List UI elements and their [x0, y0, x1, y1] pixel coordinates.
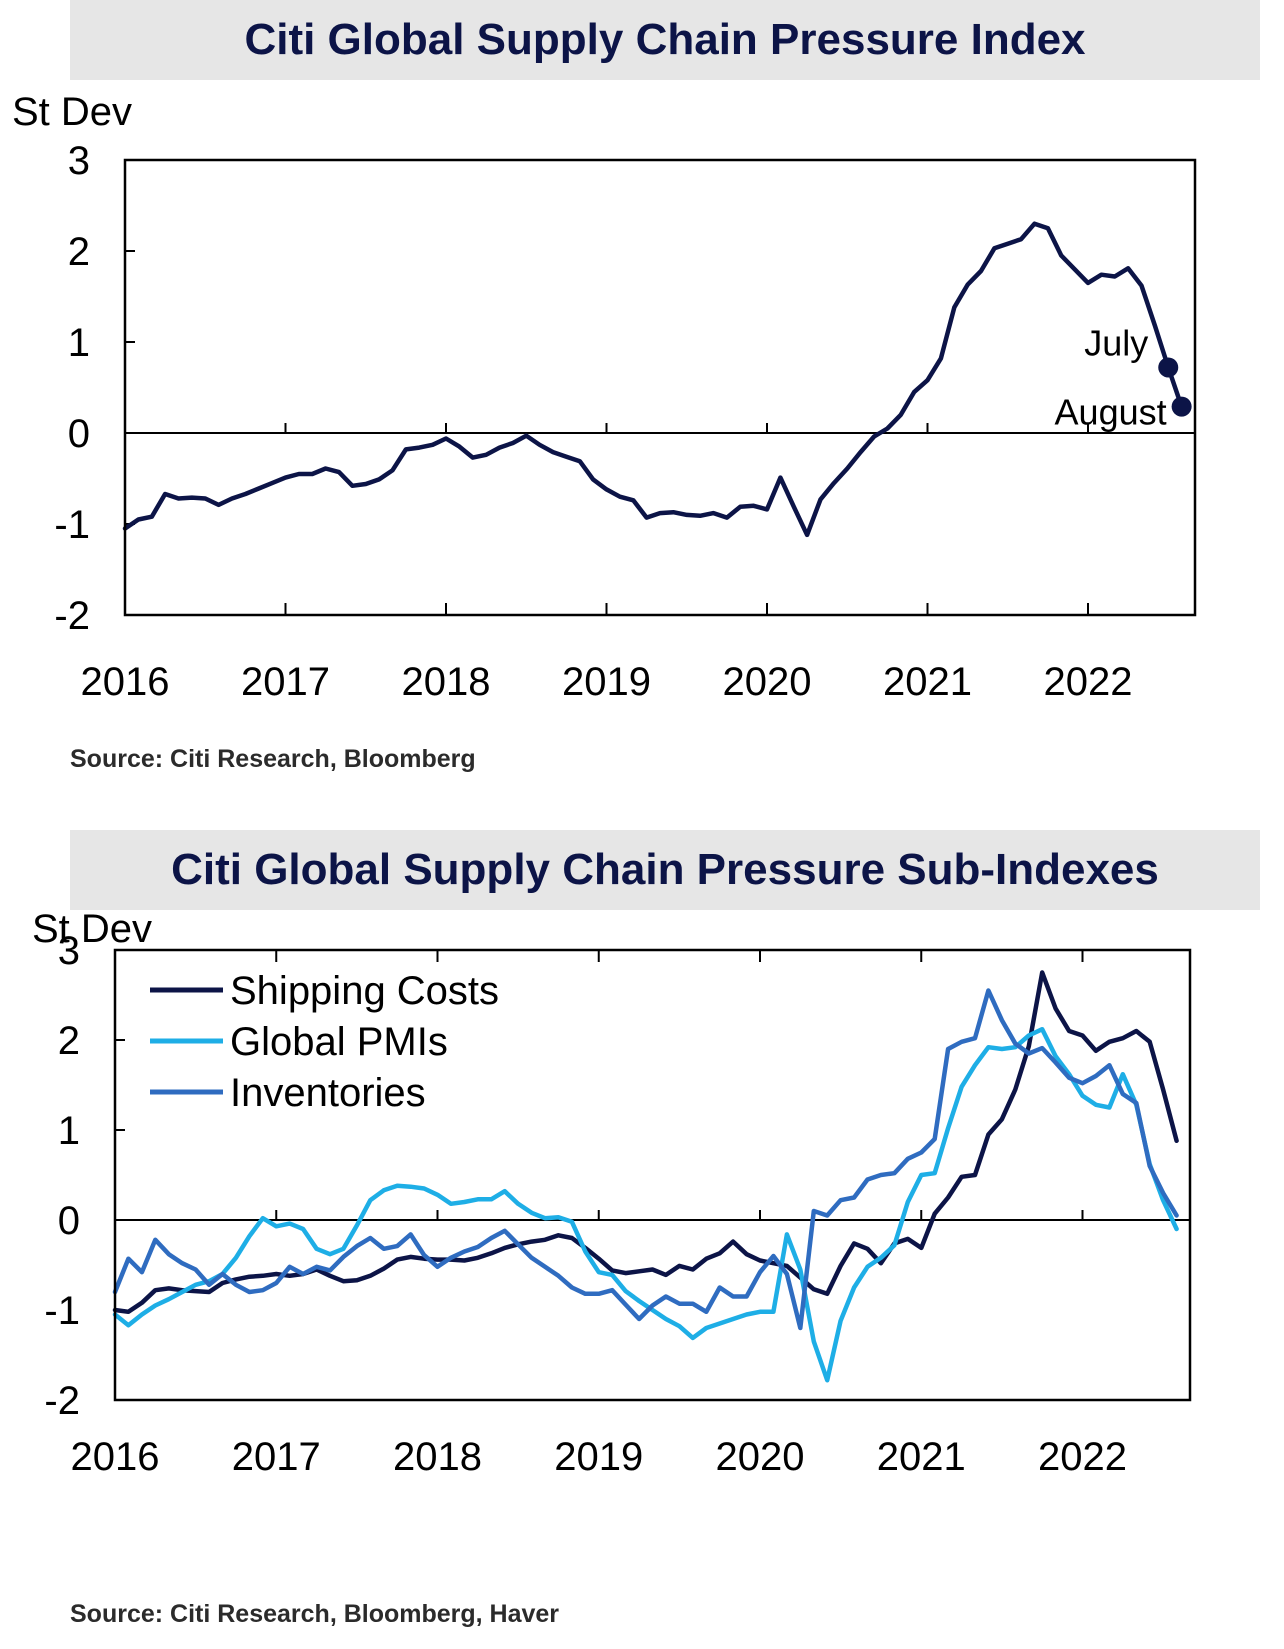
x-tick-label: 2016	[81, 660, 170, 704]
chart-title-bar: Citi Global Supply Chain Pressure Index	[70, 0, 1260, 80]
legend-label: Shipping Costs	[230, 969, 499, 1013]
series-line-inventories	[112, 988, 1179, 1331]
x-tick-label: 2018	[402, 660, 491, 704]
y-tick-label: -1	[44, 1289, 80, 1333]
chart-title: Citi Global Supply Chain Pressure Index	[244, 15, 1086, 64]
series-line-global-pmis	[112, 1026, 1179, 1383]
x-tick-label: 2021	[883, 660, 972, 704]
chart-title-bar: Citi Global Supply Chain Pressure Sub-In…	[70, 830, 1260, 910]
legend-label: Inventories	[230, 1071, 426, 1115]
y-tick-label: 0	[58, 1199, 80, 1243]
x-tick-label: 2020	[723, 660, 812, 704]
x-tick-label: 2017	[232, 1435, 321, 1479]
annotation-label: July	[1084, 322, 1148, 363]
y-axis-label: St Dev	[12, 90, 132, 134]
x-tick-label: 2021	[877, 1435, 966, 1479]
y-tick-label: -1	[54, 503, 90, 547]
chart-plot: St Dev 3 2 1 0 -1 -2 2016 2017 2018 2019 2020 2021…	[12, 90, 1197, 704]
y-tick-label: 3	[58, 929, 80, 973]
source-note: Source: Citi Research, Bloomberg	[70, 745, 476, 773]
legend: Shipping Costs Global PMIs Inventories	[150, 969, 499, 1115]
x-tick-label: 2022	[1038, 1435, 1127, 1479]
annotation-label: August	[1055, 392, 1167, 433]
plot-frame	[113, 948, 1192, 1402]
data-point-marker	[1158, 357, 1179, 378]
legend-label: Global PMIs	[230, 1020, 448, 1064]
y-tick-label: 2	[58, 1019, 80, 1063]
y-tick-label: 1	[68, 321, 90, 365]
y-tick-label: 2	[68, 230, 90, 274]
plot-frame	[123, 158, 1197, 617]
x-tick-label: 2016	[71, 1435, 160, 1479]
y-tick-label: 1	[58, 1109, 80, 1153]
series-line-shipping-costs	[112, 970, 1179, 1315]
y-tick-label: -2	[44, 1379, 80, 1423]
series-line-supply-chain-pressure-index	[122, 221, 1184, 538]
data-point-marker	[1171, 396, 1192, 417]
chart-plot: St Dev 3 2 1 0 -1 -2 2016 2017 2018 2019 2020 2021…	[32, 907, 1192, 1479]
y-tick-label: -2	[54, 594, 90, 638]
x-tick-label: 2020	[716, 1435, 805, 1479]
x-tick-label: 2017	[241, 660, 330, 704]
x-tick-label: 2019	[554, 1435, 643, 1479]
source-note: Source: Citi Research, Bloomberg, Haver	[70, 1600, 560, 1628]
x-tick-label: 2022	[1044, 660, 1133, 704]
chart-panel-2: Citi Global Supply Chain Pressure Sub-In…	[0, 830, 1284, 1640]
y-axis-label: St Dev	[32, 907, 152, 951]
chart-title: Citi Global Supply Chain Pressure Sub-In…	[171, 845, 1159, 894]
x-tick-label: 2019	[562, 660, 651, 704]
x-tick-label: 2018	[393, 1435, 482, 1479]
y-tick-label: 3	[68, 139, 90, 183]
chart-panel-1: Citi Global Supply Chain Pressure Index …	[0, 0, 1284, 800]
y-tick-label: 0	[68, 412, 90, 456]
